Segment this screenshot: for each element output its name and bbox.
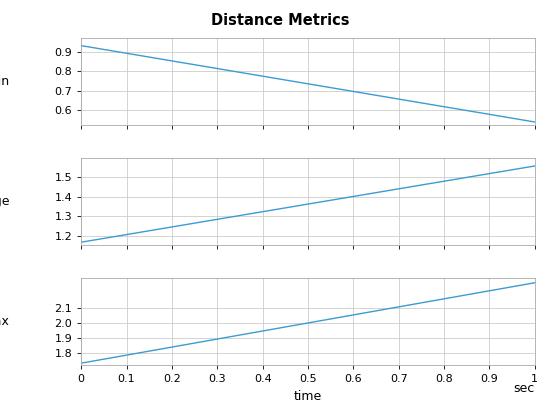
X-axis label: time: time xyxy=(294,390,322,403)
Y-axis label: Min: Min xyxy=(0,75,10,88)
Text: sec: sec xyxy=(514,382,535,395)
Y-axis label: Max: Max xyxy=(0,315,10,328)
Text: Distance Metrics: Distance Metrics xyxy=(211,13,349,28)
Y-axis label: Average: Average xyxy=(0,195,10,208)
